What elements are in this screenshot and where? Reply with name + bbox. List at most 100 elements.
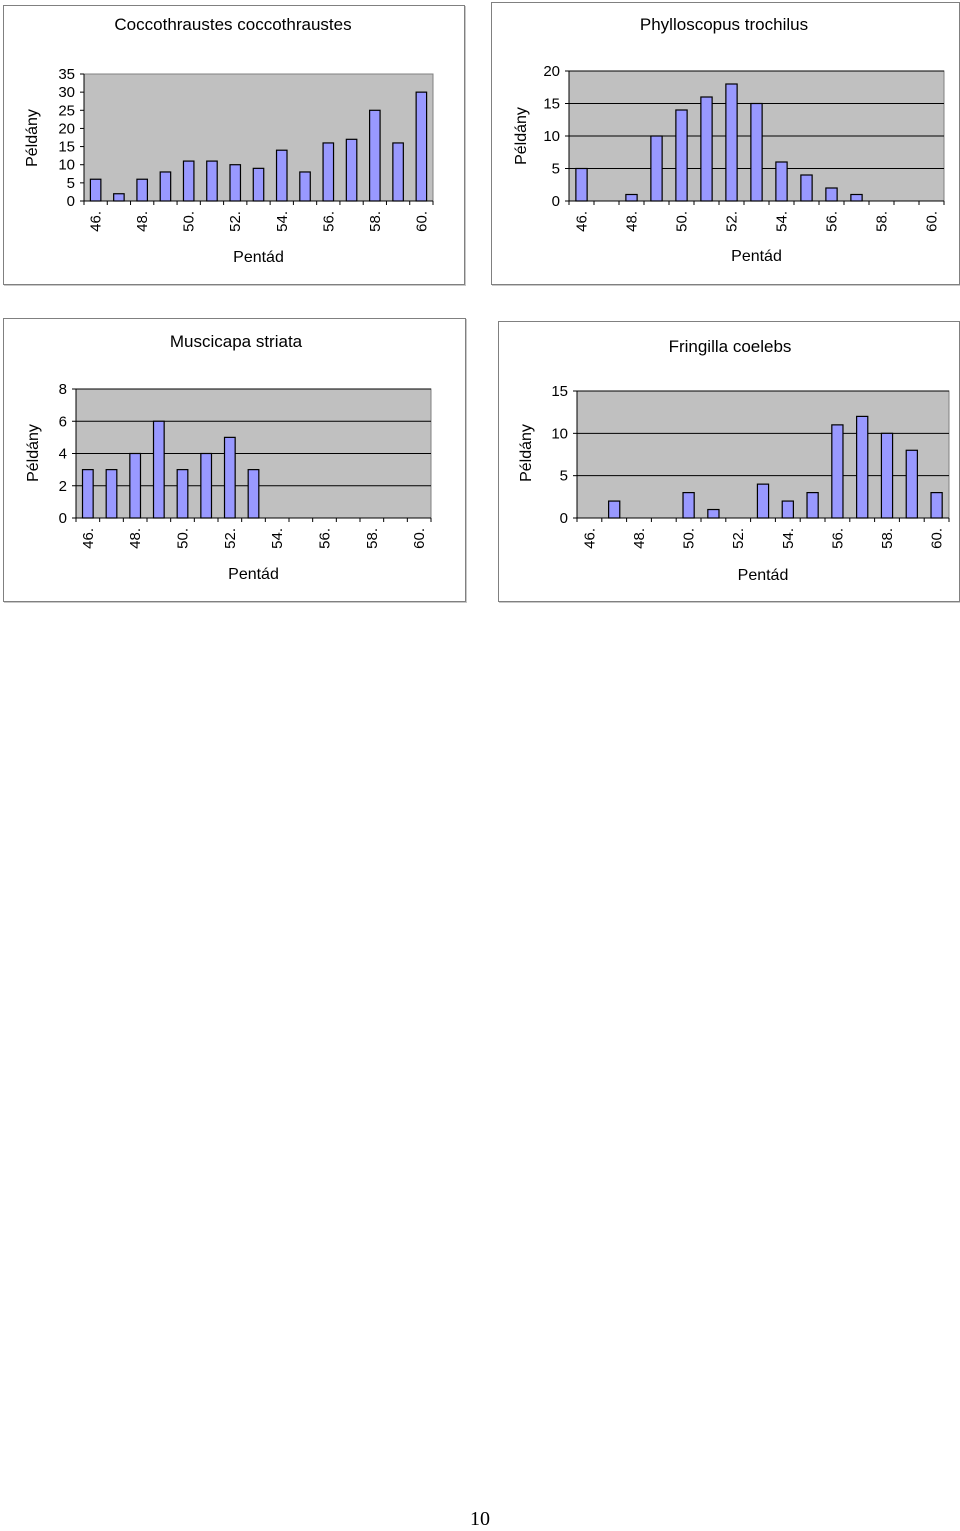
x-tick-label: 56. [317, 528, 334, 549]
bar [756, 483, 770, 519]
x-tick-label: 60. [924, 211, 941, 232]
x-tick-label: 56. [824, 211, 841, 232]
x-tick-label: 46. [581, 528, 598, 549]
y-axis-label: Példány [24, 109, 41, 167]
bar [129, 452, 142, 519]
x-tick-label: 52. [730, 528, 747, 549]
y-tick-label: 0 [59, 510, 67, 527]
chart-svg: 0 5 10 15 46. 48. 50. 52. 54. 56. 58. 60. Fringilla … [518, 337, 950, 584]
bar [850, 193, 863, 202]
bar [252, 167, 265, 202]
x-axis-label: Pentád [731, 248, 782, 265]
y-tick-label: 25 [58, 102, 75, 119]
x-tick-label: 58. [364, 528, 381, 549]
x-tick-label: 58. [874, 211, 891, 232]
x-tick-label: 50. [175, 528, 192, 549]
chart-title: Phylloscopus trochilus [640, 15, 808, 34]
bar [89, 178, 102, 202]
bar [182, 160, 195, 202]
y-tick-label: 15 [543, 96, 560, 113]
y-axis-label: Példány [513, 107, 530, 165]
y-tick-label: 10 [543, 128, 560, 145]
y-tick-label: 0 [67, 193, 75, 210]
x-tick-label: 58. [879, 528, 896, 549]
bar [136, 178, 149, 202]
chart-svg: 0 5 10 15 20 46. 48. 50. 52. 54. 56. 58. 60. Phyllosc… [513, 15, 945, 265]
x-tick-label: 58. [367, 211, 384, 232]
bar [200, 452, 213, 519]
y-tick-label: 20 [58, 120, 75, 137]
x-axis-label: Pentád [228, 566, 279, 583]
y-tick-label: 20 [543, 63, 560, 80]
y-axis-label: Példány [25, 424, 42, 482]
y-tick-label: 15 [58, 139, 75, 156]
bar [608, 500, 621, 519]
x-tick-label: 48. [127, 528, 144, 549]
y-tick-label: 10 [551, 425, 568, 442]
bar [825, 187, 838, 202]
x-tick-label: 50. [674, 211, 691, 232]
bar [707, 508, 720, 519]
bar [415, 91, 428, 202]
x-tick-label: 54. [780, 528, 797, 549]
x-tick-label: 46. [88, 211, 105, 232]
y-tick-label: 5 [560, 468, 568, 485]
x-tick-label: 50. [181, 211, 198, 232]
bar [105, 469, 118, 519]
bar [176, 469, 189, 519]
bar [856, 415, 869, 519]
y-tick-label: 5 [67, 175, 75, 192]
bar [575, 167, 588, 202]
bar [247, 469, 260, 519]
bar [229, 164, 242, 202]
y-tick-label: 2 [59, 478, 67, 495]
y-tick-label: 5 [552, 161, 560, 178]
chart-phylloscopus: 0 5 10 15 20 46. 48. 50. 52. 54. 56. 58. 60. Phyllosc… [491, 2, 960, 285]
chart-muscicapa: 0 2 4 6 8 46. 48. 50. 52. 54. 56. 58. 60. Muscicapa s… [3, 318, 466, 602]
y-tick-label: 30 [58, 84, 75, 101]
bar [625, 193, 638, 202]
x-tick-label: 48. [624, 211, 641, 232]
x-axis-label: Pentád [233, 249, 284, 266]
bar [800, 174, 813, 202]
y-tick-label: 35 [58, 66, 75, 83]
chart-title: Coccothraustes coccothraustes [114, 15, 351, 34]
bar [781, 500, 794, 519]
bar [750, 102, 763, 202]
chart-fringilla: 0 5 10 15 46. 48. 50. 52. 54. 56. 58. 60. Fringilla … [498, 321, 960, 602]
bar [682, 492, 695, 519]
bar [806, 492, 819, 519]
chart-coccothraustes: 0 5 10 15 20 25 30 35 46. 48. 50. 52. 54. 56. 58. 60. Co… [3, 5, 465, 285]
x-tick-label: 48. [631, 528, 648, 549]
x-tick-label: 46. [80, 528, 97, 549]
x-tick-label: 52. [222, 528, 239, 549]
bar [368, 109, 381, 202]
y-tick-label: 15 [551, 383, 568, 400]
bar [152, 420, 165, 519]
bar [650, 135, 663, 202]
chart-title: Fringilla coelebs [669, 337, 792, 356]
x-tick-label: 46. [574, 211, 591, 232]
x-tick-label: 60. [411, 528, 428, 549]
bar [725, 83, 738, 202]
y-axis-label: Példány [518, 424, 535, 482]
page-number: 10 [470, 1508, 490, 1530]
x-tick-label: 52. [724, 211, 741, 232]
bar [206, 160, 218, 202]
x-axis-label: Pentád [738, 567, 789, 584]
bar [81, 469, 94, 519]
bar [905, 449, 918, 519]
bar [392, 142, 404, 202]
x-tick-label: 54. [274, 211, 291, 232]
bar [700, 96, 713, 202]
x-tick-label: 48. [134, 211, 151, 232]
bar [775, 161, 788, 202]
chart-svg: 0 2 4 6 8 46. 48. 50. 52. 54. 56. 58. 60. Muscicapa s… [25, 332, 432, 583]
bar [831, 424, 844, 519]
bar [113, 193, 125, 202]
y-tick-label: 6 [59, 413, 67, 430]
bar [275, 149, 288, 202]
bar [223, 436, 236, 519]
x-tick-label: 54. [774, 211, 791, 232]
